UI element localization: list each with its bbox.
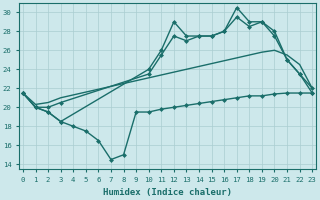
X-axis label: Humidex (Indice chaleur): Humidex (Indice chaleur): [103, 188, 232, 197]
